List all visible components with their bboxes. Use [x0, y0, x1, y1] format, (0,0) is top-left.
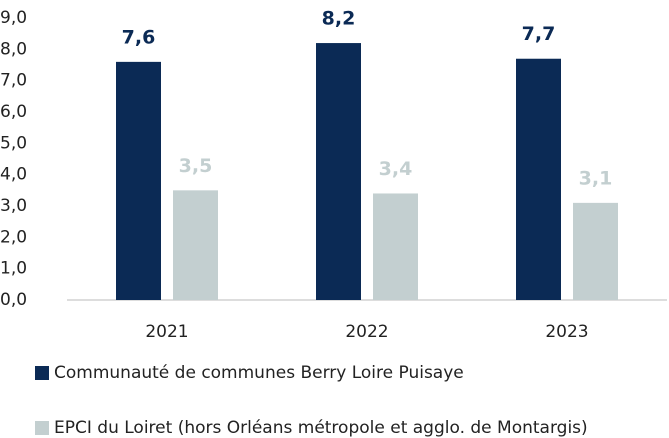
y-tick-label: 2,0: [0, 227, 27, 247]
value-label: 7,6: [122, 26, 156, 48]
x-tick-label: 2021: [145, 322, 188, 342]
bar: [173, 190, 218, 300]
y-tick-label: 5,0: [0, 133, 27, 153]
bar: [573, 202, 618, 300]
value-label: 7,7: [522, 23, 556, 45]
y-tick-label: 0,0: [0, 290, 27, 310]
legend-label: EPCI du Loiret (hors Orléans métropole e…: [54, 418, 588, 438]
y-tick-label: 8,0: [0, 39, 27, 59]
bar: [516, 58, 561, 300]
x-tick-label: 2023: [545, 322, 588, 342]
y-tick-label: 3,0: [0, 196, 27, 216]
value-label: 8,2: [322, 8, 356, 30]
value-label: 3,5: [179, 155, 213, 177]
legend-swatch: [35, 421, 49, 435]
bar: [373, 193, 418, 300]
legend-swatch: [35, 366, 49, 380]
y-tick-label: 1,0: [0, 259, 27, 279]
y-tick-label: 7,0: [0, 71, 27, 91]
y-tick-label: 6,0: [0, 102, 27, 122]
value-label: 3,1: [579, 167, 613, 189]
y-tick-label: 4,0: [0, 165, 27, 185]
y-tick-label: 9,0: [0, 8, 27, 28]
bar: [316, 43, 361, 301]
bar: [116, 61, 161, 300]
x-tick-label: 2022: [345, 322, 388, 342]
legend-label: Communauté de communes Berry Loire Puisa…: [54, 363, 464, 383]
value-label: 3,4: [379, 158, 413, 180]
